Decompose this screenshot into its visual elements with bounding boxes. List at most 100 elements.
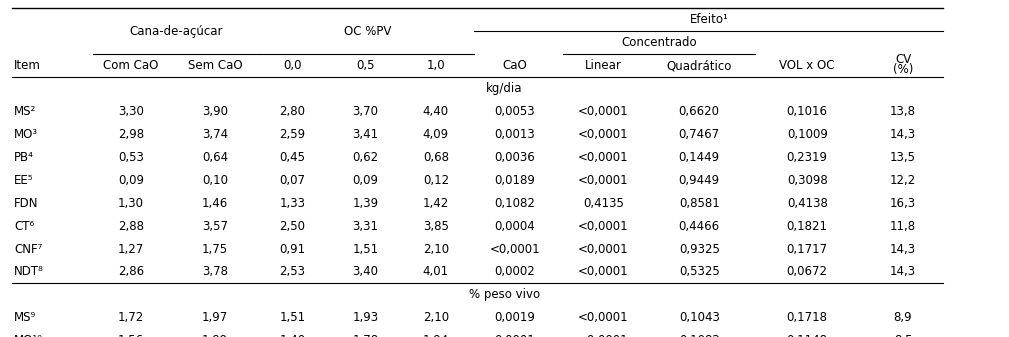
Text: 2,50: 2,50	[279, 220, 306, 233]
Text: 0,0053: 0,0053	[494, 105, 535, 118]
Text: 8,9: 8,9	[894, 311, 912, 324]
Text: 1,40: 1,40	[279, 334, 306, 337]
Text: 0,0672: 0,0672	[787, 266, 827, 278]
Text: 0,0002: 0,0002	[494, 266, 535, 278]
Text: 14,3: 14,3	[890, 243, 916, 255]
Text: <0,0001: <0,0001	[578, 311, 629, 324]
Text: 4,01: 4,01	[423, 266, 449, 278]
Text: 0,1082: 0,1082	[679, 334, 719, 337]
Text: 0,1449: 0,1449	[679, 151, 719, 164]
Text: 3,70: 3,70	[352, 105, 378, 118]
Text: PB⁴: PB⁴	[14, 151, 34, 164]
Text: 0,9449: 0,9449	[679, 174, 719, 187]
Text: 0,10: 0,10	[202, 174, 228, 187]
Text: 0,0013: 0,0013	[494, 128, 535, 141]
Text: 0,3098: 0,3098	[787, 174, 827, 187]
Text: 2,86: 2,86	[118, 266, 144, 278]
Text: 1,30: 1,30	[118, 197, 144, 210]
Text: CaO: CaO	[502, 59, 527, 72]
Text: 1,51: 1,51	[279, 311, 306, 324]
Text: 1,33: 1,33	[279, 197, 306, 210]
Text: 0,1717: 0,1717	[787, 243, 827, 255]
Text: <0,0001: <0,0001	[578, 174, 629, 187]
Text: 0,4138: 0,4138	[787, 197, 827, 210]
Text: <0,0001: <0,0001	[578, 220, 629, 233]
Text: 3,30: 3,30	[118, 105, 144, 118]
Text: 0,12: 0,12	[423, 174, 449, 187]
Text: 1,0: 1,0	[427, 59, 445, 72]
Text: 0,0004: 0,0004	[494, 220, 535, 233]
Text: <0,0001: <0,0001	[489, 243, 540, 255]
Text: 4,09: 4,09	[423, 128, 449, 141]
Text: 1,75: 1,75	[202, 243, 228, 255]
Text: 0,91: 0,91	[279, 243, 306, 255]
Text: 0,62: 0,62	[352, 151, 378, 164]
Text: 3,78: 3,78	[202, 266, 228, 278]
Text: Concentrado: Concentrado	[622, 36, 696, 49]
Text: <0,0001: <0,0001	[578, 266, 629, 278]
Text: <0,0001: <0,0001	[578, 243, 629, 255]
Text: 0,1718: 0,1718	[787, 311, 827, 324]
Text: 0,0: 0,0	[284, 59, 302, 72]
Text: 2,10: 2,10	[423, 311, 449, 324]
Text: <0,0001: <0,0001	[578, 105, 629, 118]
Text: 2,80: 2,80	[279, 105, 306, 118]
Text: <0,0001: <0,0001	[578, 334, 629, 337]
Text: 13,5: 13,5	[890, 151, 916, 164]
Text: 0,1821: 0,1821	[787, 220, 827, 233]
Text: FDN: FDN	[14, 197, 38, 210]
Text: 12,2: 12,2	[890, 174, 916, 187]
Text: 2,59: 2,59	[279, 128, 306, 141]
Text: 0,8581: 0,8581	[679, 197, 719, 210]
Text: Quadrático: Quadrático	[667, 59, 732, 72]
Text: 16,3: 16,3	[890, 197, 916, 210]
Text: <0,0001: <0,0001	[578, 151, 629, 164]
Text: 3,57: 3,57	[202, 220, 228, 233]
Text: Linear: Linear	[585, 59, 622, 72]
Text: 0,53: 0,53	[118, 151, 144, 164]
Text: 1,51: 1,51	[352, 243, 378, 255]
Text: 1,93: 1,93	[352, 311, 378, 324]
Text: 1,46: 1,46	[202, 197, 228, 210]
Text: 0,5325: 0,5325	[679, 266, 719, 278]
Text: 1,56: 1,56	[118, 334, 144, 337]
Text: Item: Item	[14, 59, 41, 72]
Text: 14,3: 14,3	[890, 128, 916, 141]
Text: 3,31: 3,31	[352, 220, 378, 233]
Text: 0,1148: 0,1148	[787, 334, 827, 337]
Text: 13,8: 13,8	[890, 105, 916, 118]
Text: Efeito¹: Efeito¹	[689, 13, 728, 26]
Text: 0,9325: 0,9325	[679, 243, 719, 255]
Text: 2,53: 2,53	[279, 266, 306, 278]
Text: VOL x OC: VOL x OC	[779, 59, 835, 72]
Text: 0,2319: 0,2319	[787, 151, 827, 164]
Text: MO³: MO³	[14, 128, 38, 141]
Text: 1,89: 1,89	[202, 334, 228, 337]
Text: OC %PV: OC %PV	[344, 25, 390, 38]
Text: 3,74: 3,74	[202, 128, 228, 141]
Text: MS²: MS²	[14, 105, 36, 118]
Text: % peso vivo: % peso vivo	[469, 288, 540, 301]
Text: Cana-de-açúcar: Cana-de-açúcar	[130, 25, 223, 38]
Text: 11,8: 11,8	[890, 220, 916, 233]
Text: 0,5: 0,5	[356, 59, 374, 72]
Text: 0,4466: 0,4466	[679, 220, 719, 233]
Text: 0,0189: 0,0189	[494, 174, 535, 187]
Text: NDT⁸: NDT⁸	[14, 266, 43, 278]
Text: 0,1082: 0,1082	[494, 197, 535, 210]
Text: 3,40: 3,40	[352, 266, 378, 278]
Text: 0,45: 0,45	[279, 151, 306, 164]
Text: 0,07: 0,07	[279, 174, 306, 187]
Text: 1,78: 1,78	[352, 334, 378, 337]
Text: MO¹⁰: MO¹⁰	[14, 334, 43, 337]
Text: 0,0036: 0,0036	[494, 151, 535, 164]
Text: EE⁵: EE⁵	[14, 174, 33, 187]
Text: 1,27: 1,27	[118, 243, 144, 255]
Text: 0,09: 0,09	[118, 174, 144, 187]
Text: 1,42: 1,42	[423, 197, 449, 210]
Text: 3,41: 3,41	[352, 128, 378, 141]
Text: 0,64: 0,64	[202, 151, 228, 164]
Text: <0,0001: <0,0001	[578, 128, 629, 141]
Text: 8,5: 8,5	[894, 334, 912, 337]
Text: 2,88: 2,88	[118, 220, 144, 233]
